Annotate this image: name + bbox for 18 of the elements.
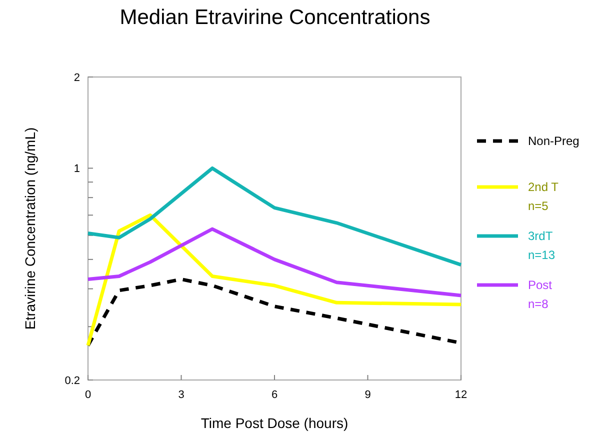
line-series — [86, 227, 463, 298]
x-tick-label: 0 — [84, 389, 92, 401]
legend-label: 3rdT n=13 — [528, 229, 556, 262]
y-tick-label: 1 — [74, 163, 80, 176]
line-series — [86, 166, 463, 267]
y-axis-title: Etravirine Concentration (ng/mL) — [22, 127, 38, 330]
line-series — [86, 213, 463, 348]
x-tick-label: 3 — [178, 389, 184, 401]
x-tick-label: 9 — [364, 389, 371, 401]
legend-label: Non-Preg — [528, 134, 580, 148]
y-tick-label: 0.2 — [64, 375, 80, 387]
x-tick-label: 6 — [271, 389, 278, 401]
chart-title: Median Etravirine Concentrations — [120, 6, 430, 29]
legend-label: Post n=8 — [528, 278, 553, 311]
x-tick-label: 12 — [454, 389, 468, 401]
legend-label: 2nd T n=5 — [528, 180, 560, 213]
y-tick-label: 2 — [74, 72, 80, 84]
x-axis-title: Time Post Dose (hours) — [200, 415, 348, 431]
